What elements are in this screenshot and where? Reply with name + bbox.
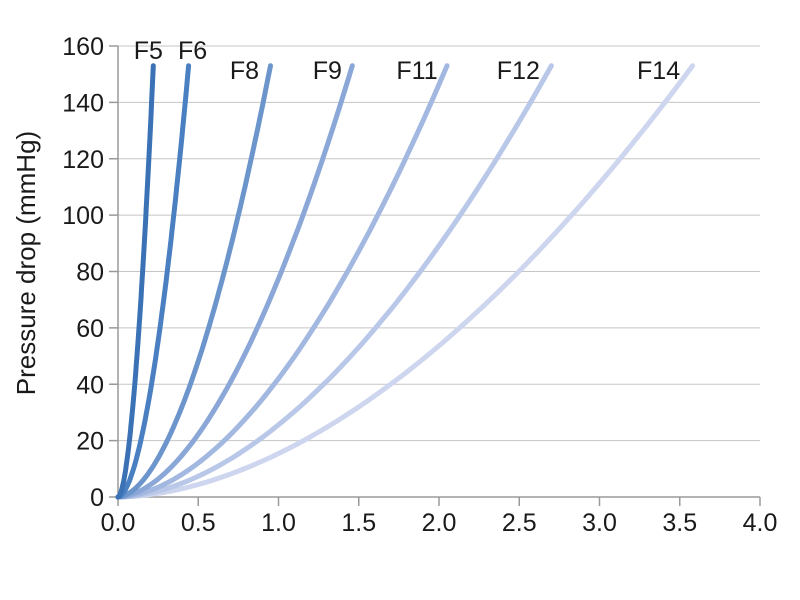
y-tick-label-100: 100 <box>62 202 104 230</box>
series-curve-F5 <box>115 63 156 500</box>
x-tick-label-3.5: 3.5 <box>662 509 697 537</box>
series-label-F12: F12 <box>497 57 540 85</box>
x-tick-label-2.5: 2.5 <box>502 509 537 537</box>
x-tick-label-4.0: 4.0 <box>743 509 778 537</box>
y-tick-label-20: 20 <box>76 428 104 456</box>
series-label-F14: F14 <box>637 57 680 85</box>
series-curve-F14 <box>115 63 696 500</box>
series-curve-F12 <box>115 63 554 500</box>
y-tick-label-40: 40 <box>76 371 104 399</box>
y-tick-label-0: 0 <box>90 484 104 512</box>
x-tick-label-0.5: 0.5 <box>181 509 216 537</box>
x-tick-label-0.0: 0.0 <box>101 509 136 537</box>
x-tick-label-2.0: 2.0 <box>422 509 457 537</box>
series-label-F5: F5 <box>134 37 163 65</box>
series-label-F11: F11 <box>396 57 437 85</box>
series-curve-F9 <box>115 63 355 500</box>
series-curve-F11 <box>115 63 450 500</box>
series-label-F9: F9 <box>313 57 342 85</box>
series-label-F6: F6 <box>178 37 207 65</box>
y-tick-label-80: 80 <box>76 259 104 287</box>
y-tick-label-120: 120 <box>62 146 104 174</box>
series-curve-F6 <box>115 63 192 500</box>
x-tick-label-1.5: 1.5 <box>341 509 376 537</box>
series-curve-F8 <box>115 63 273 500</box>
y-tick-label-60: 60 <box>76 315 104 343</box>
x-tick-label-3.0: 3.0 <box>582 509 617 537</box>
x-tick-label-1.0: 1.0 <box>261 509 296 537</box>
y-tick-label-160: 160 <box>62 33 104 61</box>
y-tick-label-140: 140 <box>62 89 104 117</box>
series-label-F8: F8 <box>230 57 259 85</box>
